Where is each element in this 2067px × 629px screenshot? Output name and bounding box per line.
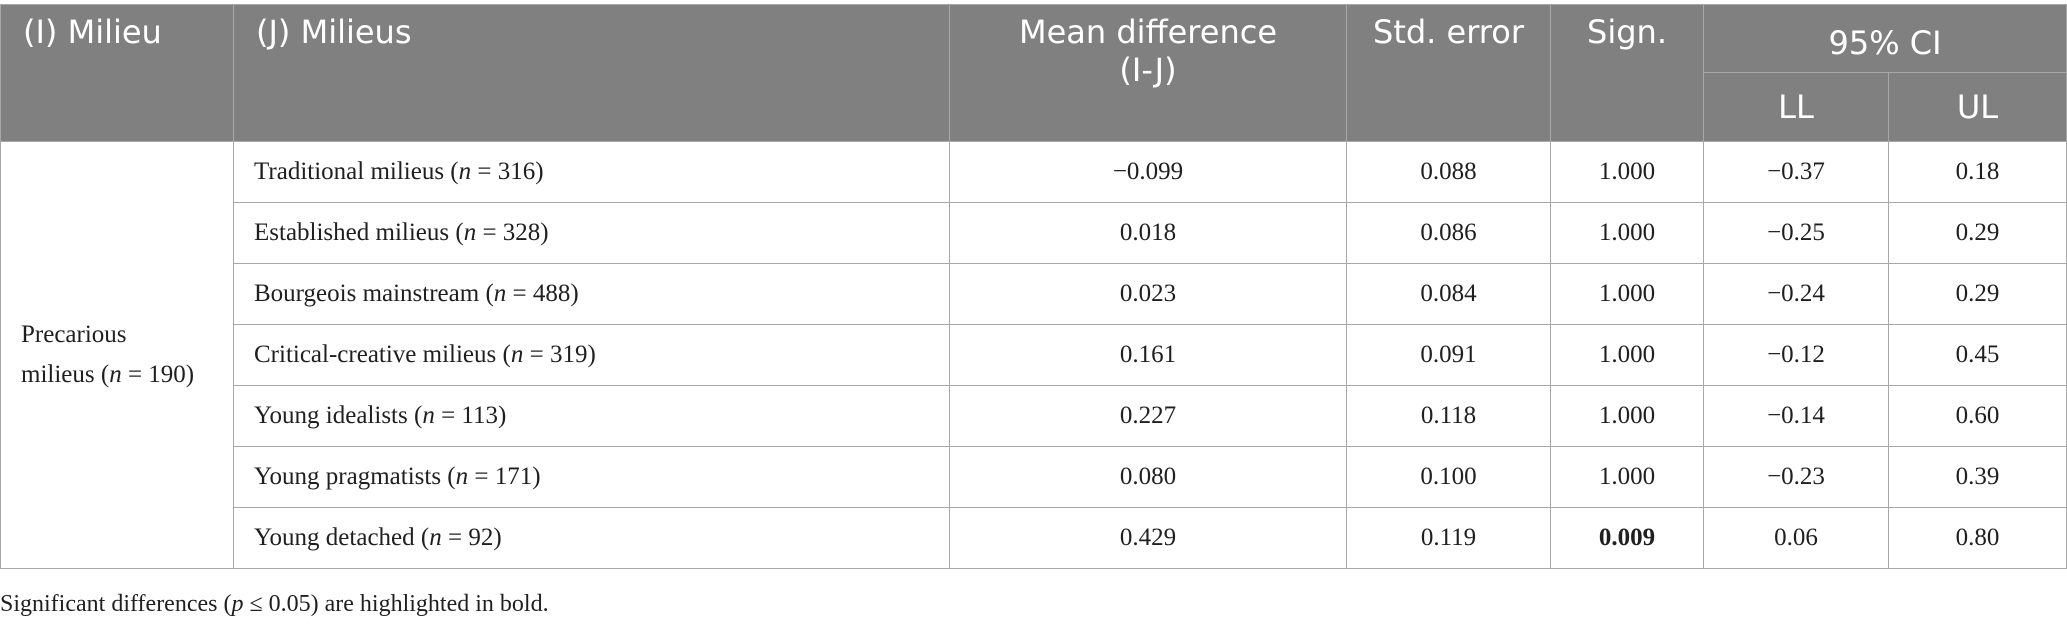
ll-cell: −0.24 [1703, 263, 1889, 325]
j-milieu-name: Young detached (n = 92) [233, 507, 950, 569]
table-row: Young idealists (n = 113) 0.227 0.118 1.… [1, 385, 2067, 447]
n-symbol: n [422, 402, 435, 429]
n-symbol: n [429, 524, 442, 551]
ul-cell: 0.18 [1887, 141, 2067, 203]
j-count: = 316) [471, 158, 544, 185]
std-error-cell: 0.118 [1346, 385, 1551, 447]
n-symbol: n [493, 280, 507, 307]
table-row: Precarious milieus (n = 190) Traditional… [0, 141, 2067, 569]
p-symbol: p [231, 591, 244, 617]
table-row: Bourgeois mainstream (n = 488) 0.023 0.0… [1, 263, 2067, 325]
header-std-error: Std. error [1346, 4, 1551, 142]
table-body: Precarious milieus (n = 190) Traditional… [0, 141, 2067, 569]
std-error-cell: 0.119 [1346, 507, 1551, 569]
n-symbol: n [458, 158, 472, 185]
j-count: = 92) [441, 524, 502, 551]
footnote-prefix: Significant differences ( [0, 591, 232, 617]
j-milieu-name: Young idealists (n = 113) [233, 385, 950, 447]
ul-cell: 0.39 [1887, 446, 2067, 508]
header-ul: UL [1887, 72, 2067, 142]
std-error-cell: 0.091 [1346, 324, 1551, 386]
sign-cell: 1.000 [1550, 324, 1704, 386]
std-error-cell: 0.086 [1346, 202, 1551, 264]
j-count: = 319) [523, 341, 596, 368]
table-footnote: Significant differences (p ≤ 0.05) are h… [0, 591, 549, 618]
std-error-cell: 0.100 [1346, 446, 1551, 508]
footnote-suffix: ≤ 0.05) are highlighted in bold. [243, 591, 549, 617]
ul-cell: 0.29 [1887, 263, 2067, 325]
j-milieu-name: Traditional milieus (n = 316) [233, 141, 950, 203]
header-i-milieu: (I) Milieu [0, 4, 234, 142]
sign-cell: 1.000 [1550, 446, 1704, 508]
std-error-cell: 0.088 [1346, 141, 1551, 203]
header-95-ci: 95% CI [1702, 4, 2067, 73]
table-row: Young pragmatists (n = 171) 0.080 0.100 … [1, 446, 2067, 508]
j-name-text: Young pragmatists ( [254, 463, 456, 490]
i-milieu-line1: Precarious [21, 321, 127, 348]
j-name-text: Traditional milieus ( [254, 158, 459, 185]
j-count: = 488) [506, 280, 579, 307]
sign-cell: 1.000 [1550, 141, 1704, 203]
ul-cell: 0.60 [1887, 385, 2067, 447]
mean-difference-cell: 0.023 [949, 263, 1347, 325]
i-milieu-cell: Precarious milieus (n = 190) [0, 141, 234, 569]
header-mean-difference-line1: Mean difference [1019, 13, 1277, 51]
sign-cell: 1.000 [1550, 202, 1704, 264]
ul-cell: 0.45 [1887, 324, 2067, 386]
j-milieu-name: Bourgeois mainstream (n = 488) [233, 263, 950, 325]
ll-cell: −0.37 [1703, 141, 1889, 203]
header-ll: LL [1703, 72, 1889, 142]
ll-cell: −0.23 [1703, 446, 1889, 508]
j-milieu-name: Established milieus (n = 328) [233, 202, 950, 264]
ul-cell: 0.29 [1887, 202, 2067, 264]
j-name-text: Bourgeois mainstream ( [254, 280, 494, 307]
j-milieu-name: Young pragmatists (n = 171) [233, 446, 950, 508]
mean-difference-cell: 0.161 [949, 324, 1347, 386]
j-name-text: Established milieus ( [254, 219, 464, 246]
header-mean-difference-line2: (I-J) [1119, 51, 1177, 89]
table-header: (I) Milieu (J) Milieus Mean difference (… [0, 4, 2067, 142]
n-symbol: n [510, 341, 524, 368]
ll-cell: −0.12 [1703, 324, 1889, 386]
table-row: Critical-creative milieus (n = 319) 0.16… [1, 324, 2067, 386]
mean-difference-cell: 0.018 [949, 202, 1347, 264]
ll-cell: 0.06 [1703, 507, 1889, 569]
std-error-cell: 0.084 [1346, 263, 1551, 325]
sign-cell: 1.000 [1550, 385, 1704, 447]
j-name-text: Critical-creative milieus ( [254, 341, 511, 368]
sign-cell: 1.000 [1550, 263, 1704, 325]
n-symbol: n [455, 463, 469, 490]
header-mean-difference: Mean difference (I-J) [949, 4, 1347, 142]
comparison-table: (I) Milieu (J) Milieus Mean difference (… [0, 4, 2067, 569]
n-symbol: n [109, 361, 122, 388]
sign-cell-significant: 0.009 [1550, 507, 1704, 569]
mean-difference-cell: 0.080 [949, 446, 1347, 508]
table-row: Young detached (n = 92) 0.429 0.119 0.00… [1, 507, 2067, 569]
mean-difference-cell: −0.099 [949, 141, 1347, 203]
header-j-milieus: (J) Milieus [233, 4, 950, 142]
j-count: = 171) [468, 463, 541, 490]
j-count: = 328) [476, 219, 549, 246]
table-row: Established milieus (n = 328) 0.018 0.08… [1, 202, 2067, 264]
j-count: = 113) [434, 402, 507, 429]
n-symbol: n [463, 219, 477, 246]
mean-difference-cell: 0.429 [949, 507, 1347, 569]
i-milieu-line2-prefix: milieus ( [21, 361, 110, 388]
header-sign: Sign. [1550, 4, 1704, 142]
i-milieu-count: = 190) [121, 361, 195, 388]
j-name-text: Young idealists ( [254, 402, 423, 429]
mean-difference-cell: 0.227 [949, 385, 1347, 447]
j-milieu-name: Critical-creative milieus (n = 319) [233, 324, 950, 386]
ul-cell: 0.80 [1887, 507, 2067, 569]
ll-cell: −0.14 [1703, 385, 1889, 447]
ll-cell: −0.25 [1703, 202, 1889, 264]
j-name-text: Young detached ( [254, 524, 430, 551]
